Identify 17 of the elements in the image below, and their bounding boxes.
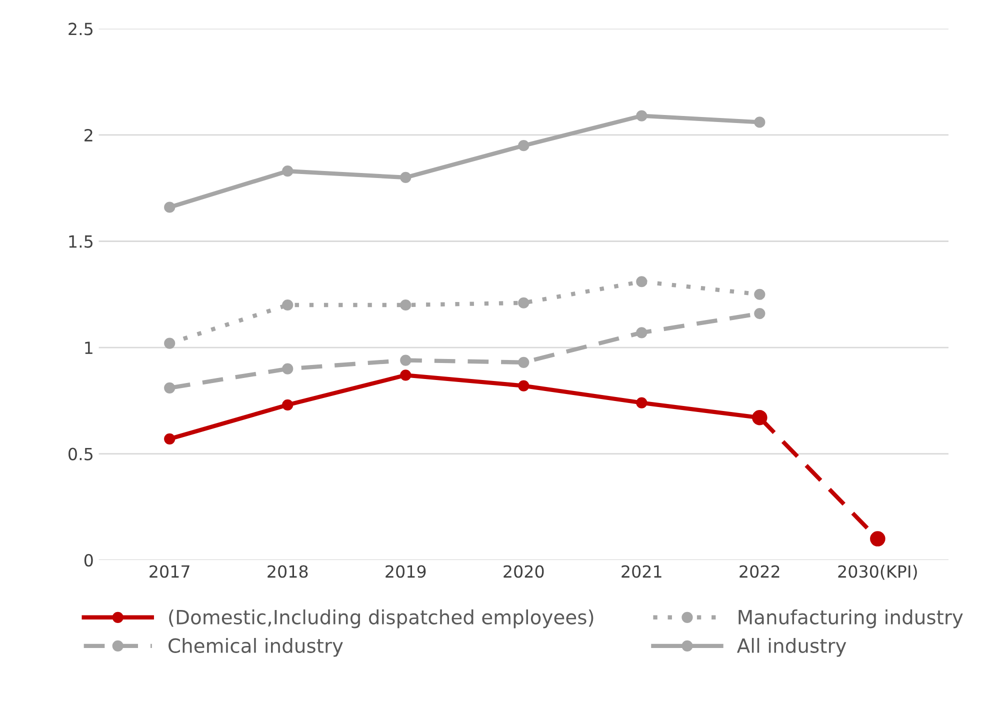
x-tick-label: 2020 xyxy=(504,565,544,578)
legend-label: Manufacturing industry xyxy=(738,609,963,628)
legend-label: (Domestic,Including dispatched employees) xyxy=(169,609,594,628)
legend-label: Chemical industry xyxy=(168,638,343,657)
y-tick-label: 0.5 xyxy=(68,448,92,460)
x-tick-label: 2030(KPI) xyxy=(838,564,917,580)
x-tick-label: 2018 xyxy=(268,565,308,578)
y-tick-label: 0 xyxy=(84,554,93,567)
y-tick-label: 1.5 xyxy=(69,235,92,248)
y-tick-label: 1 xyxy=(85,342,92,354)
x-tick-label: 2021 xyxy=(622,565,662,578)
x-tick-label: 2019 xyxy=(386,565,426,578)
legend-label: All industry xyxy=(736,638,846,657)
x-tick-label: 2017 xyxy=(150,565,190,578)
y-tick-label: 2 xyxy=(84,128,92,142)
y-tick-label: 2.5 xyxy=(68,22,92,36)
x-tick-label: 2022 xyxy=(740,565,780,578)
